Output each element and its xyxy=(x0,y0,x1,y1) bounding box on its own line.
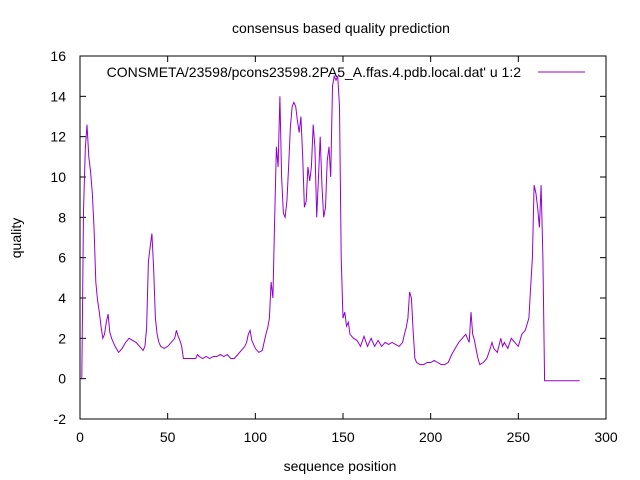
y-tick-label: 8 xyxy=(58,209,66,225)
x-axis-label: sequence position xyxy=(284,458,397,474)
x-tick-label: 50 xyxy=(160,429,176,445)
x-tick-label: 0 xyxy=(76,429,84,445)
series-line xyxy=(81,74,580,382)
y-tick-label: 2 xyxy=(58,330,66,346)
axis-ticks: 0 50 100 150 200 250 300 -2 0 2 4 6 8 10 12 14 16 xyxy=(50,48,617,445)
x-tick-label: 150 xyxy=(331,429,355,445)
legend-label: CONSMETA/23598/pcons23598.2PA5_A.ffas.4.… xyxy=(107,64,522,80)
legend: CONSMETA/23598/pcons23598.2PA5_A.ffas.4.… xyxy=(107,64,585,80)
y-tick-label: 0 xyxy=(58,371,66,387)
chart-title: consensus based quality prediction xyxy=(232,20,450,36)
y-tick-label: 14 xyxy=(50,88,66,104)
x-tick-label: 200 xyxy=(419,429,443,445)
y-tick-label: 6 xyxy=(58,250,66,266)
y-axis-label: quality xyxy=(8,218,24,258)
y-tick-label: 16 xyxy=(50,48,66,64)
x-tick-label: 300 xyxy=(594,429,618,445)
y-tick-label: 12 xyxy=(50,129,66,145)
y-tick-label: 10 xyxy=(50,169,66,185)
x-tick-label: 250 xyxy=(507,429,531,445)
y-tick-label: -2 xyxy=(54,411,67,427)
plot-frame xyxy=(79,55,607,420)
y-tick-label: 4 xyxy=(58,290,66,306)
x-tick-label: 100 xyxy=(244,429,268,445)
